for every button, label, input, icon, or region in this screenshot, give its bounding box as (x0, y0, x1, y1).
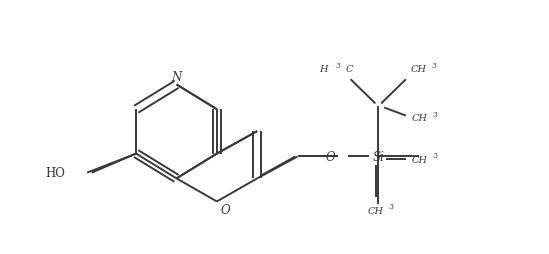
Text: CH: CH (411, 155, 427, 164)
Text: CH: CH (411, 114, 427, 123)
Text: 3: 3 (335, 62, 340, 70)
Text: 3: 3 (433, 110, 438, 118)
Text: 3: 3 (433, 152, 438, 160)
Text: HO: HO (46, 166, 65, 179)
Text: O: O (326, 150, 335, 163)
Text: H: H (319, 65, 328, 74)
Text: 3: 3 (432, 62, 436, 70)
Text: Si: Si (372, 150, 384, 163)
Text: CH: CH (368, 206, 384, 215)
Text: 3: 3 (389, 202, 394, 210)
Text: CH: CH (411, 65, 427, 74)
Text: O: O (221, 203, 231, 216)
Text: N: N (171, 71, 182, 84)
Text: C: C (346, 65, 354, 74)
